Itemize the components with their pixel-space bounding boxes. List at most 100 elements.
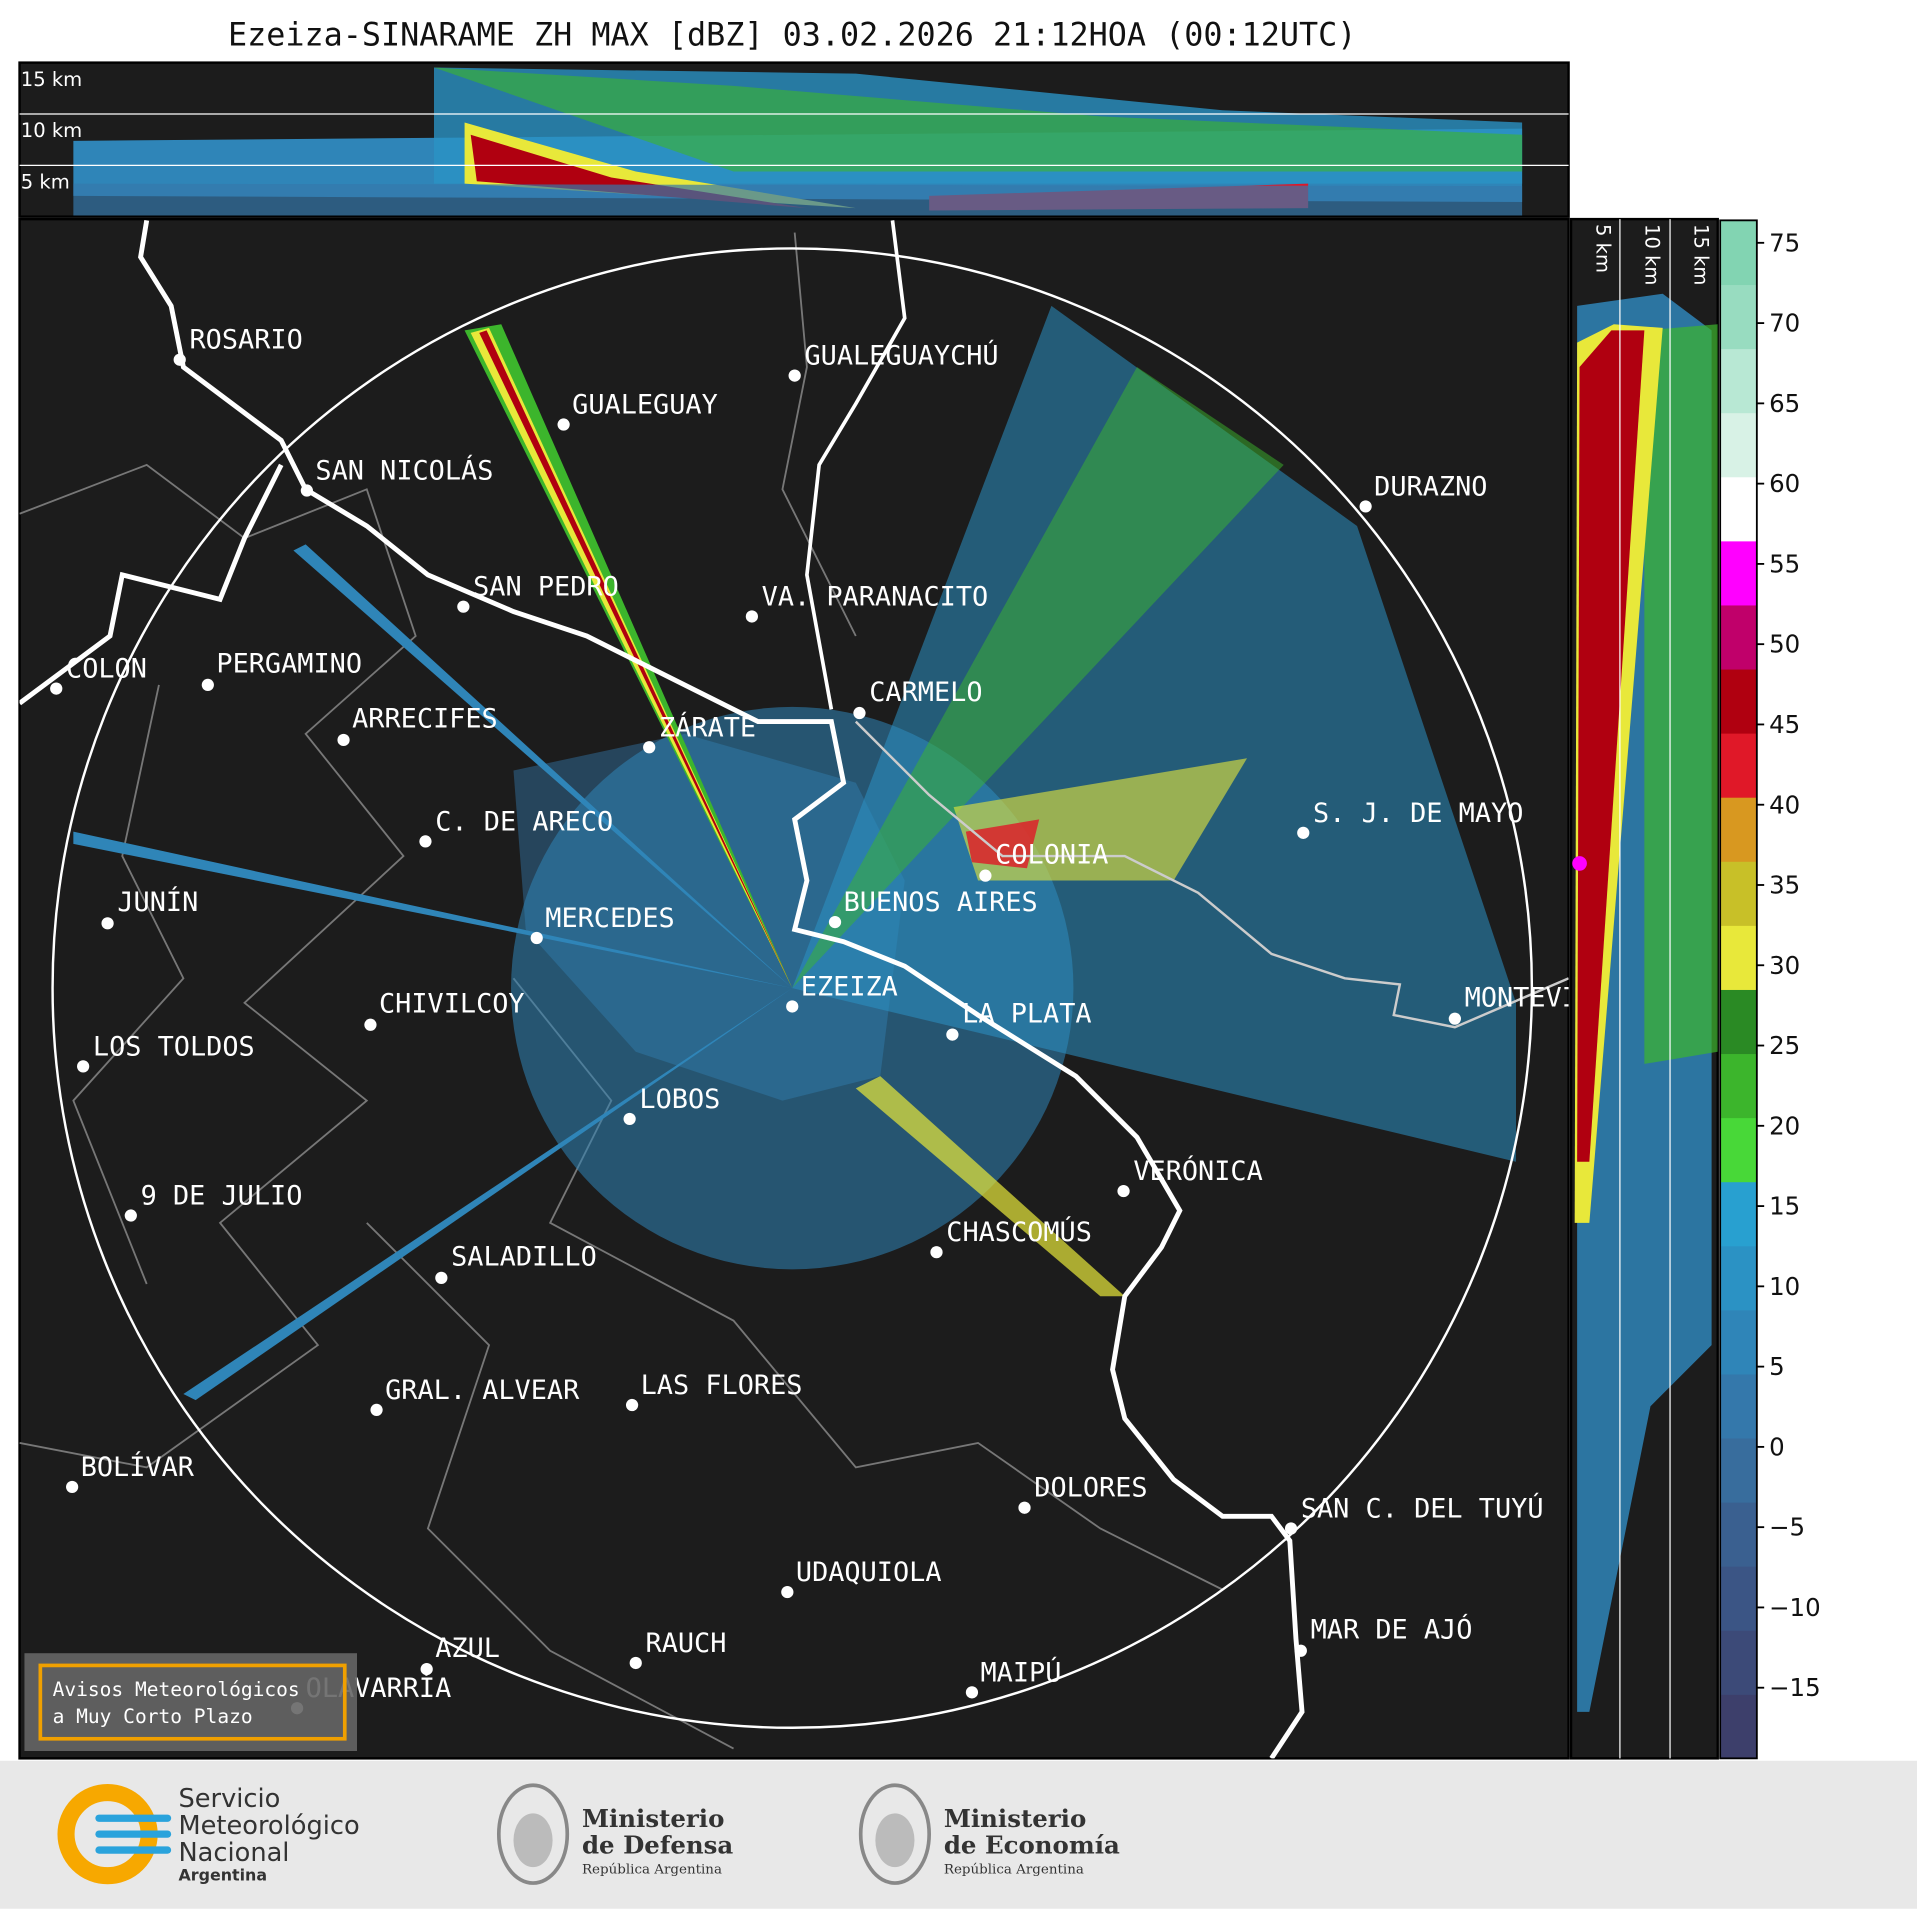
city-label: VA. PARANACITO bbox=[762, 581, 989, 612]
colorbar-tick-label: 65 bbox=[1769, 389, 1800, 418]
right-panel bbox=[1569, 217, 1719, 1760]
logo-text: de Defensa bbox=[582, 1831, 733, 1860]
city-label: DOLORES bbox=[1034, 1473, 1147, 1504]
colorbar-tick-label: 5 bbox=[1769, 1352, 1785, 1381]
city-label: ROSARIO bbox=[189, 325, 302, 356]
colorbar-segment bbox=[1720, 1117, 1757, 1183]
colorbar-tick-label: 45 bbox=[1769, 710, 1800, 739]
colorbar-tick-label: −15 bbox=[1769, 1673, 1821, 1702]
colorbar-tick-label: 60 bbox=[1769, 469, 1800, 498]
colorbar-segment bbox=[1720, 1566, 1757, 1631]
city-dots bbox=[50, 353, 1461, 1715]
colorbar-segment bbox=[1720, 412, 1757, 478]
colorbar-segment bbox=[1720, 540, 1757, 606]
city-label: BUENOS AIRES bbox=[844, 887, 1038, 918]
city-label: CHIVILCOY bbox=[379, 989, 525, 1020]
smn-logo: Servicio Meteorológico Nacional Argentin… bbox=[57, 1784, 360, 1885]
height-label: 10 km bbox=[21, 119, 82, 142]
colorbar-segment bbox=[1720, 1373, 1757, 1439]
colorbar-frame bbox=[1719, 219, 1758, 1760]
city-label: CHASCOMÚS bbox=[946, 1216, 1092, 1248]
city-label: EZEIZA bbox=[801, 971, 898, 1002]
colorbar-segment bbox=[1720, 1181, 1757, 1247]
logo-text: Ministerio bbox=[582, 1804, 724, 1833]
city-label: SAN C. DEL TUYÚ bbox=[1301, 1492, 1544, 1524]
city-label: LOS TOLDOS bbox=[93, 1031, 255, 1062]
economia-logo: Ministerio de Economía República Argenti… bbox=[858, 1783, 1120, 1885]
colorbar-segment bbox=[1720, 220, 1757, 286]
city-label: SAN PEDRO bbox=[473, 572, 619, 603]
height-label: 5 km bbox=[21, 171, 70, 194]
colorbar-segment bbox=[1720, 797, 1757, 862]
city-labels: ROSARIO GUALEGUAYCHÚ GUALEGUAY SAN NICOLÁS D… bbox=[66, 325, 1627, 1705]
top-panel bbox=[18, 61, 1570, 218]
colorbar-tick-label: 15 bbox=[1769, 1192, 1800, 1221]
city-label: ARRECIFES bbox=[352, 704, 498, 735]
colorbar-tick-label: −10 bbox=[1769, 1593, 1821, 1622]
city-label: PERGAMINO bbox=[216, 649, 362, 680]
colorbar-tick-label: 70 bbox=[1769, 309, 1800, 338]
defensa-logo: Ministerio de Defensa República Argentin… bbox=[496, 1783, 733, 1885]
colorbar-segment bbox=[1720, 1630, 1757, 1695]
colorbar-segment bbox=[1720, 284, 1757, 350]
city-label: VERÓNICA bbox=[1133, 1155, 1262, 1187]
colorbar-tick-label: −5 bbox=[1769, 1513, 1805, 1542]
colorbar-segment bbox=[1720, 604, 1757, 670]
colorbar-tick-label: 50 bbox=[1769, 630, 1800, 659]
notice: Avisos Meteorológicos a Muy Corto Plazo bbox=[24, 1653, 357, 1752]
colorbar-segment bbox=[1720, 1309, 1757, 1375]
colorbar-tick-label: 0 bbox=[1769, 1432, 1785, 1461]
colorbar-tick-label: 55 bbox=[1769, 549, 1800, 578]
city-label: C. DE ARECO bbox=[435, 806, 613, 837]
colorbar-segment bbox=[1720, 348, 1757, 414]
city-label: GRAL. ALVEAR bbox=[385, 1375, 580, 1406]
logo-text: Ministerio bbox=[944, 1804, 1086, 1833]
logo-text: República Argentina bbox=[944, 1862, 1084, 1877]
colorbar-tick-label: 40 bbox=[1769, 790, 1800, 819]
city-label: S. J. DE MAYO bbox=[1313, 798, 1523, 829]
colorbar-tick-label: 20 bbox=[1769, 1111, 1800, 1140]
logo-text: Servicio bbox=[178, 1784, 280, 1814]
colorbar-segment bbox=[1720, 1437, 1757, 1503]
colorbar-tick-label: 75 bbox=[1769, 228, 1800, 257]
map: ROSARIO GUALEGUAYCHÚ GUALEGUAY SAN NICOLÁS D… bbox=[18, 217, 1627, 1760]
height-label: 5 km bbox=[1592, 224, 1615, 273]
title: Ezeiza-SINARAME ZH MAX [dBZ] 03.02.2026 … bbox=[228, 18, 1356, 54]
city-label: 9 DE JULIO bbox=[141, 1181, 303, 1212]
city-label: MONTEVIDEO bbox=[1465, 982, 1627, 1013]
logo-text: Nacional bbox=[178, 1838, 289, 1868]
city-label: UDAQUIOLA bbox=[796, 1557, 942, 1588]
logo-text: de Economía bbox=[944, 1831, 1120, 1860]
height-label: 15 km bbox=[1689, 224, 1712, 285]
colorbar-tick-label: 10 bbox=[1769, 1272, 1800, 1301]
city-label: GUALEGUAY bbox=[572, 390, 718, 421]
colorbar-tick-label: 25 bbox=[1769, 1031, 1800, 1060]
city-label: COLONIA bbox=[995, 839, 1108, 870]
city-label: JUNÍN bbox=[117, 886, 198, 918]
city-label: SAN NICOLÁS bbox=[315, 455, 493, 487]
colorbar-tick-label: 35 bbox=[1769, 871, 1800, 900]
logo-text: Argentina bbox=[178, 1866, 267, 1885]
height-label: 10 km bbox=[1641, 224, 1664, 285]
colorbar-segment bbox=[1720, 1502, 1757, 1567]
colorbar-segment bbox=[1720, 1053, 1757, 1119]
city-label: ZÁRATE bbox=[659, 711, 756, 743]
city-label: GUALEGUAYCHÚ bbox=[804, 340, 998, 372]
city-label: BOLÍVAR bbox=[81, 1451, 195, 1483]
colorbar-segment bbox=[1720, 668, 1757, 734]
city-label: SALADILLO bbox=[451, 1242, 597, 1273]
logo-text: República Argentina bbox=[582, 1862, 722, 1877]
colorbar-segment bbox=[1720, 1694, 1757, 1759]
colorbar-segment bbox=[1720, 925, 1757, 990]
colorbar-segment bbox=[1720, 1245, 1757, 1311]
city-label: LA PLATA bbox=[962, 998, 1091, 1029]
city-label: MAR DE AJÓ bbox=[1311, 1614, 1473, 1646]
colorbar-segment bbox=[1720, 861, 1757, 926]
city-label: DURAZNO bbox=[1374, 471, 1487, 502]
city-label: CARMELO bbox=[869, 677, 982, 708]
city-label: LAS FLORES bbox=[641, 1370, 803, 1401]
city-label: LOBOS bbox=[639, 1084, 720, 1115]
colorbar-segment bbox=[1720, 989, 1757, 1055]
